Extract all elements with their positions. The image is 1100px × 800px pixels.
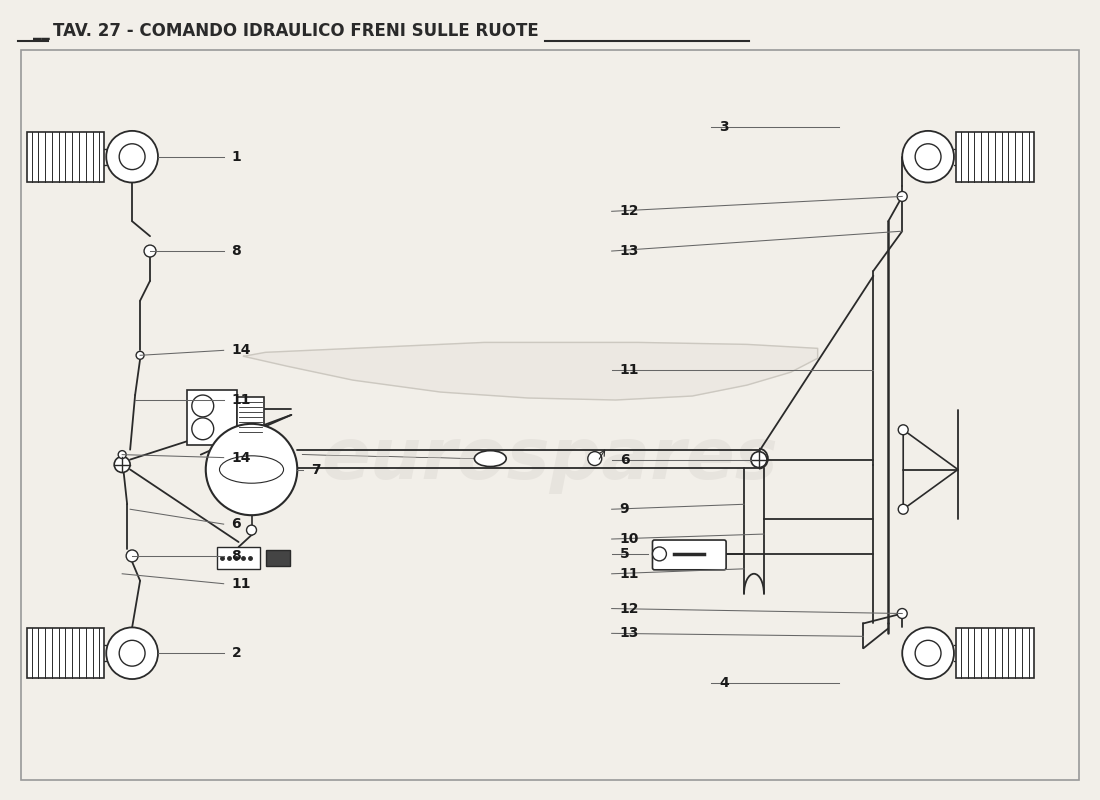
Ellipse shape (474, 450, 506, 466)
Text: __: __ (33, 22, 50, 39)
Bar (956, 132, 1034, 182)
Text: 11: 11 (232, 577, 251, 590)
Circle shape (652, 547, 667, 561)
Circle shape (114, 457, 130, 473)
Polygon shape (243, 342, 817, 400)
Text: 5: 5 (619, 547, 629, 561)
Text: 11: 11 (619, 566, 639, 581)
Text: 11: 11 (232, 393, 251, 407)
Circle shape (119, 640, 145, 666)
Circle shape (899, 425, 909, 434)
Circle shape (902, 131, 954, 182)
Text: 13: 13 (619, 626, 639, 640)
Circle shape (119, 144, 145, 170)
Circle shape (915, 144, 940, 170)
Circle shape (191, 418, 213, 440)
Circle shape (126, 550, 139, 562)
Text: 8: 8 (232, 244, 241, 258)
Circle shape (915, 640, 940, 666)
Circle shape (246, 525, 256, 535)
Circle shape (144, 245, 156, 257)
Bar (956, 629, 1034, 678)
Text: 2: 2 (232, 646, 241, 660)
Ellipse shape (220, 456, 284, 483)
Text: 3: 3 (719, 120, 729, 134)
Circle shape (898, 609, 907, 618)
Bar (236, 397, 264, 437)
Bar (26, 629, 105, 678)
Circle shape (899, 504, 909, 514)
Circle shape (118, 450, 127, 458)
Text: 10: 10 (619, 532, 639, 546)
Text: eurospares: eurospares (321, 425, 779, 494)
Text: 14: 14 (232, 450, 251, 465)
Circle shape (136, 351, 144, 359)
Text: 7: 7 (311, 462, 321, 477)
Text: 4: 4 (719, 676, 729, 690)
Text: 13: 13 (619, 244, 639, 258)
Circle shape (898, 191, 907, 202)
Bar (187, 390, 236, 445)
Circle shape (107, 627, 158, 679)
Circle shape (107, 131, 158, 182)
Text: 11: 11 (619, 363, 639, 378)
Text: 6: 6 (232, 517, 241, 531)
Text: 8: 8 (232, 549, 241, 563)
Bar (26, 132, 105, 182)
FancyBboxPatch shape (652, 540, 726, 570)
Text: 14: 14 (232, 343, 251, 358)
Bar (217, 547, 261, 569)
Text: 6: 6 (619, 453, 629, 466)
Text: 9: 9 (619, 502, 629, 516)
Bar (266, 550, 290, 566)
Circle shape (902, 627, 954, 679)
Circle shape (206, 424, 297, 515)
Text: 12: 12 (619, 204, 639, 218)
Circle shape (751, 452, 767, 467)
Circle shape (191, 395, 213, 417)
Circle shape (587, 452, 602, 466)
Text: 1: 1 (232, 150, 241, 164)
Text: TAV. 27 - COMANDO IDRAULICO FRENI SULLE RUOTE: TAV. 27 - COMANDO IDRAULICO FRENI SULLE … (53, 22, 538, 39)
Text: 12: 12 (619, 602, 639, 615)
